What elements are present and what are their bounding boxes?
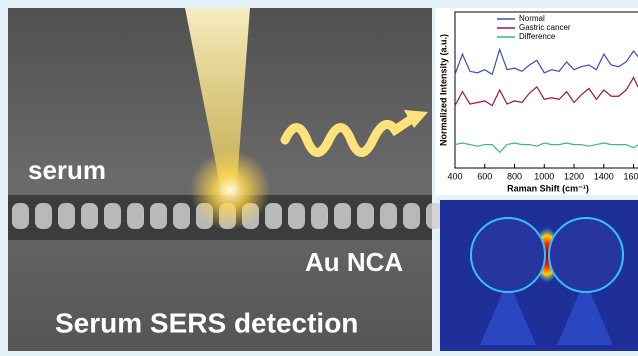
pillar	[311, 203, 328, 229]
x-tick-label: 800	[507, 171, 522, 181]
legend-label: Gastric cancer	[519, 23, 571, 32]
x-tick-label: 600	[477, 171, 492, 181]
pillar	[12, 203, 29, 229]
particle	[471, 218, 545, 292]
pillar	[58, 203, 75, 229]
caption: Serum SERS detection	[55, 307, 358, 338]
x-tick-label: 1600	[624, 171, 638, 181]
page: serum Au NCA Serum SERS detection 400 600…	[0, 0, 638, 351]
pillar	[265, 203, 282, 229]
x-tick-label: 1400	[594, 171, 614, 181]
pillar	[104, 203, 121, 229]
particle	[549, 218, 623, 292]
pillar	[35, 203, 52, 229]
legend-label: Normal	[519, 14, 545, 23]
pillar	[380, 203, 397, 229]
hotspot-glow	[190, 150, 270, 230]
pillar	[403, 203, 420, 229]
figure: serum Au NCA Serum SERS detection 400 600…	[0, 0, 638, 351]
substrate-label: Au NCA	[305, 247, 403, 277]
pillar	[334, 203, 351, 229]
pillar	[173, 203, 190, 229]
x-axis-label: Raman Shift (cm⁻¹)	[507, 183, 589, 193]
y-axis-label: Normalized Intensity (a.u.)	[438, 34, 448, 146]
serum-label: serum	[28, 155, 106, 185]
legend-label: Difference	[519, 32, 556, 41]
x-tick-label: 1000	[534, 171, 554, 181]
pillar	[357, 203, 374, 229]
pillar	[288, 203, 305, 229]
x-tick-label: 1200	[564, 171, 584, 181]
pillar	[127, 203, 144, 229]
pillar	[150, 203, 167, 229]
x-tick-label: 400	[447, 171, 462, 181]
pillar	[81, 203, 98, 229]
